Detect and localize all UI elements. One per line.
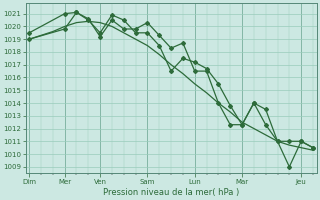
X-axis label: Pression niveau de la mer( hPa ): Pression niveau de la mer( hPa ) xyxy=(103,188,239,197)
